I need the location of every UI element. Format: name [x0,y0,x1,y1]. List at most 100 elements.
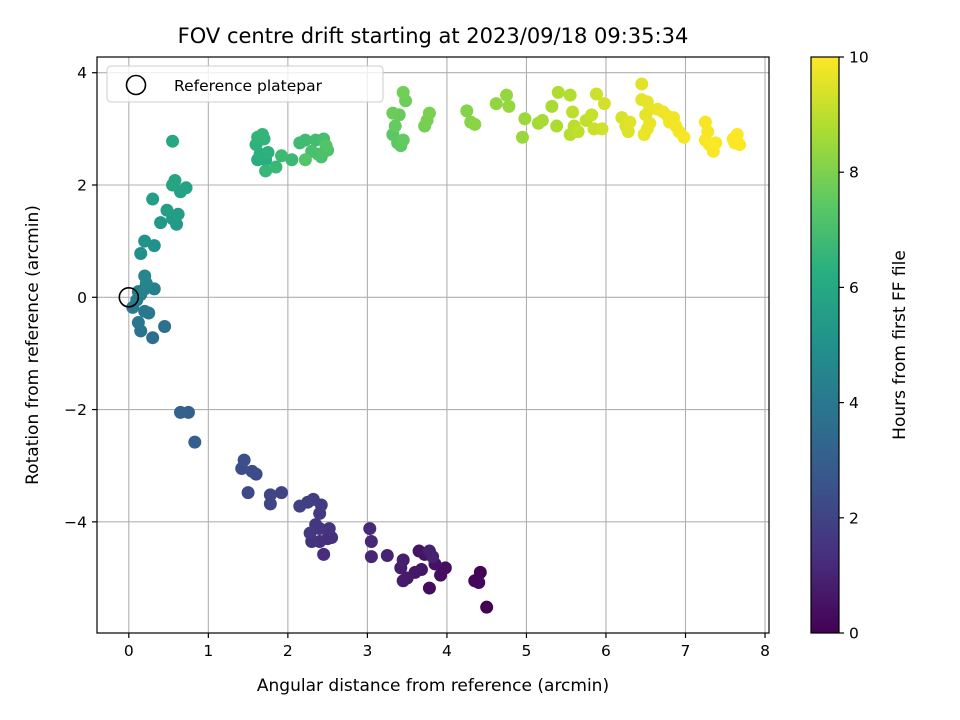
data-point [269,160,283,174]
colorbar-label: Hours from first FF file [890,250,910,440]
data-point [363,522,377,536]
data-point [364,534,378,548]
legend-box [106,65,384,103]
data-point [285,153,299,167]
data-point [154,216,168,230]
data-point [138,304,152,318]
data-point [303,526,317,540]
y-axis-label: Rotation from reference (arcmin) [23,205,43,485]
data-point [174,405,188,419]
data-point [319,139,333,153]
y-axis-ticks: −4 −2 0 2 4 [64,64,97,531]
data-point [237,453,251,467]
data-point [166,134,180,148]
data-point [563,88,577,102]
data-point [263,488,277,502]
x-tick-label: 8 [760,642,770,660]
data-point [179,181,193,195]
x-tick-label: 0 [124,642,134,660]
data-point [677,130,691,144]
data-point [138,269,152,283]
data-point [468,117,482,131]
data-point [635,77,649,91]
data-point [263,497,277,511]
data-point [621,125,635,139]
data-point [489,97,503,111]
data-point [515,130,529,144]
data-point [396,85,410,99]
data-point [597,97,611,111]
data-point [595,122,609,136]
colorbar: 0 2 4 6 8 10 Hours from first FF file [810,49,910,643]
data-point [426,550,440,564]
data-point [566,105,580,119]
data-point [623,115,637,129]
x-tick-label: 7 [681,642,691,660]
data-point [388,119,402,133]
colorbar-tick-label: 6 [849,279,859,297]
reference-marker [118,286,140,308]
chart-title: FOV centre drift starting at 2023/09/18 … [178,24,689,48]
x-tick-label: 3 [362,642,372,660]
colorbar-tick-label: 0 [849,625,859,643]
data-point [138,234,152,248]
data-point [589,87,603,101]
data-point [261,145,275,159]
data-point [245,464,259,478]
data-point [158,319,172,333]
x-axis-ticks: 0 1 2 3 4 5 6 7 8 [124,633,770,660]
data-point [396,553,410,567]
x-tick-label: 6 [601,642,611,660]
data-point [131,316,145,330]
data-point [502,99,516,113]
y-tick-label: 0 [77,289,87,307]
data-point [134,287,148,301]
legend-entry-reference: Reference platepar [174,77,323,95]
data-point [730,134,744,148]
data-point [709,136,723,150]
data-point [146,331,160,345]
data-point [551,85,565,99]
colorbar-gradient [811,57,839,633]
data-point [386,106,400,120]
data-point [134,246,148,260]
data-point [535,113,549,127]
y-tick-label: 2 [77,177,87,195]
data-point [396,133,410,147]
data-point [241,486,255,500]
data-point [550,119,564,133]
data-point [480,600,494,614]
colorbar-tick-label: 2 [849,509,859,527]
data-point [518,112,532,126]
data-point [255,127,269,141]
colorbar-tick-label: 4 [849,394,859,412]
y-tick-label: 4 [77,64,87,82]
data-point [259,164,273,178]
data-point [422,581,436,595]
data-point [317,547,331,561]
data-point [293,499,307,513]
data-point [380,549,394,563]
data-point [298,153,312,167]
y-tick-label: −4 [64,513,87,531]
data-point [396,574,410,588]
colorbar-tick-label: 8 [849,164,859,182]
legend: Reference platepar [106,65,384,103]
grid-lines [97,57,769,633]
data-point [275,149,289,163]
data-point [188,435,202,449]
data-point [500,88,514,102]
data-point [160,203,174,217]
data-point [545,99,559,113]
data-point [364,550,378,564]
x-tick-label: 5 [522,642,532,660]
data-point [322,522,336,536]
y-tick-label: −2 [64,401,87,419]
data-point [637,127,651,141]
data-point [171,207,185,221]
x-tick-label: 4 [442,642,452,660]
data-point [298,133,312,147]
data-point [460,104,474,118]
legend-marker [125,74,147,96]
